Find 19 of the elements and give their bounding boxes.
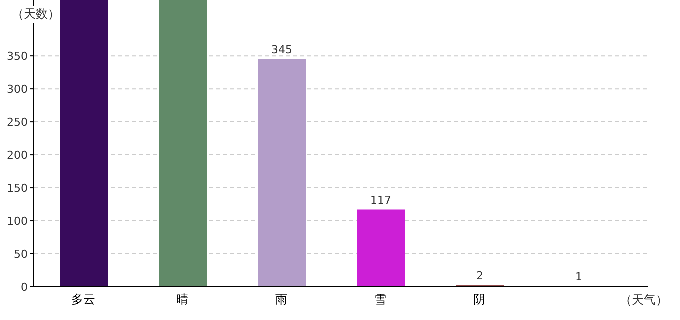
data-label: 1: [576, 270, 582, 284]
x-tick-label: 晴: [176, 292, 188, 307]
y-axis-title: （天数）: [12, 6, 60, 23]
data-label: 2: [476, 270, 484, 283]
x-axis-title: （天气）: [620, 292, 668, 309]
y-tick-label: 100: [7, 214, 28, 228]
y-tick-label: 350: [7, 50, 28, 63]
y-tick-label: 50: [14, 248, 28, 261]
x-tick-label: 多云: [72, 292, 96, 307]
x-tick-label: 雨: [276, 292, 288, 307]
y-tick-label: 300: [7, 82, 28, 96]
y-tick-label: 250: [7, 116, 28, 129]
x-tick-label: 阴: [474, 292, 486, 307]
y-tick-label: 200: [7, 148, 28, 162]
y-tick-label: 150: [7, 182, 28, 195]
data-label: 345: [272, 43, 292, 56]
data-label: 117: [370, 194, 392, 207]
y-tick-label: 0: [21, 280, 28, 294]
x-tick-label: 雪: [374, 292, 386, 307]
